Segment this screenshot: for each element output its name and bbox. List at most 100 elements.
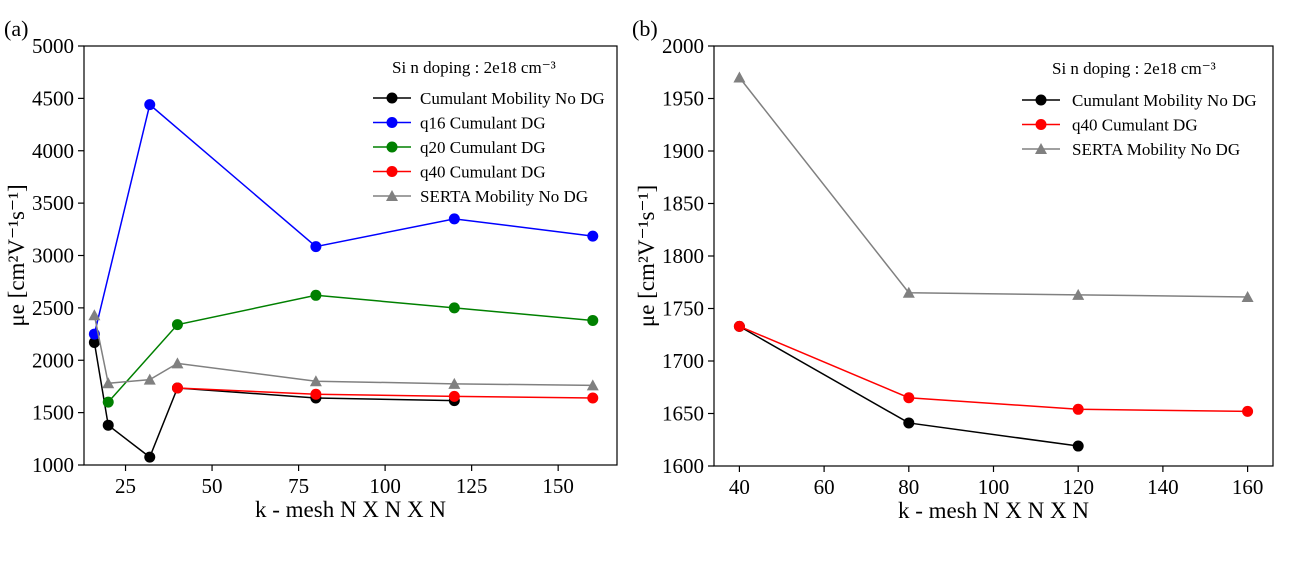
series-line: [93, 315, 593, 387]
data-point: [1241, 290, 1254, 302]
data-point: [1072, 440, 1084, 452]
y-tick-label: 1700: [662, 349, 704, 373]
legend-marker: [1035, 94, 1047, 106]
y-tick-label: 1000: [32, 453, 74, 477]
series-cumulant-mobility-no-dg: [733, 320, 1084, 452]
series-cumulant-mobility-no-dg: [88, 336, 460, 463]
legend-label: q16 Cumulant DG: [420, 114, 546, 133]
chart-panel-b: (b) 1600 1650 1700 1750 1800 1850 1900 1950 2000 4…: [632, 16, 1274, 523]
y-tick-label: 1800: [662, 244, 704, 268]
data-point: [733, 71, 746, 83]
legend-marker: [1035, 119, 1047, 130]
data-point: [448, 302, 460, 314]
data-point: [1072, 288, 1085, 300]
y-tick-label: 5000: [32, 34, 74, 58]
x-tick-label: 160: [1232, 475, 1264, 499]
legend-title: Si n doping : 2e18 cm⁻³: [1052, 59, 1216, 78]
data-point: [143, 373, 156, 385]
data-point: [310, 241, 322, 253]
data-point: [587, 392, 599, 404]
y-tick-label: 1500: [32, 401, 74, 425]
data-point: [586, 379, 599, 391]
legend-label: SERTA Mobility No DG: [420, 187, 588, 206]
data-point: [171, 319, 183, 331]
y-tick-label: 1850: [662, 192, 704, 216]
data-point: [102, 377, 115, 389]
y-axis-label: μe [cm²V⁻¹s⁻¹]: [634, 185, 659, 327]
data-point: [144, 99, 156, 111]
series-q40-cumulant-dg: [171, 382, 599, 404]
data-point: [171, 357, 184, 369]
series-line: [738, 77, 1248, 298]
panel-label: (a): [4, 16, 28, 41]
data-point: [88, 309, 101, 321]
legend-marker: [386, 166, 398, 177]
data-point: [144, 451, 156, 463]
chart-panel-a: (a) 1000 1500 2000 2500 3000 3500 4000 4500 5000 2…: [4, 16, 618, 522]
y-tick-label: 2000: [662, 34, 704, 58]
data-point: [171, 382, 183, 394]
y-tick-label: 1950: [662, 87, 704, 111]
legend-marker: [386, 190, 398, 201]
data-point: [902, 286, 915, 298]
series-line: [177, 387, 593, 399]
data-point: [448, 377, 461, 389]
x-tick-label: 150: [542, 474, 574, 498]
y-tick-label: 4500: [32, 86, 74, 110]
x-tick-label: 100: [978, 475, 1010, 499]
plot-frame: [713, 45, 1274, 467]
series-q16-cumulant-dg: [88, 99, 599, 340]
x-tick-label: 25: [115, 474, 136, 498]
data-point: [903, 417, 915, 429]
data-point: [1242, 405, 1254, 417]
x-axis-label: k - mesh N X N X N: [898, 498, 1089, 523]
data-point: [1072, 403, 1084, 415]
x-tick-label: 50: [202, 474, 223, 498]
data-point: [448, 390, 460, 402]
x-axis-label: k - mesh N X N X N: [255, 497, 446, 522]
legend: Si n doping : 2e18 cm⁻³ Cumulant Mobility…: [1022, 59, 1257, 159]
data-point: [587, 314, 599, 326]
y-tick-label: 1900: [662, 139, 704, 163]
y-axis-label: μe [cm²V⁻¹s⁻¹]: [4, 184, 29, 326]
series-q20-cumulant-dg: [102, 289, 599, 408]
series-serta-mobility-no-dg: [733, 71, 1254, 302]
legend-label: q20 Cumulant DG: [420, 138, 546, 157]
series-line: [93, 342, 455, 459]
y-tick-label: 2500: [32, 296, 74, 320]
legend-title: Si n doping : 2e18 cm⁻³: [392, 58, 556, 77]
y-tick-label: 4000: [32, 139, 74, 163]
data-point: [587, 230, 599, 242]
series-q40-cumulant-dg: [733, 320, 1254, 417]
data-point: [88, 336, 100, 348]
y-tick-label: 1650: [662, 402, 704, 426]
data-point: [903, 392, 915, 404]
y-tick-label: 1750: [662, 297, 704, 321]
data-point: [448, 213, 460, 225]
data-point: [309, 375, 322, 387]
y-tick-label: 1600: [662, 454, 704, 478]
data-point: [310, 388, 322, 400]
y-tick-label: 3000: [32, 244, 74, 268]
x-tick-label: 125: [456, 474, 488, 498]
legend: Si n doping : 2e18 cm⁻³ Cumulant Mobility…: [373, 58, 605, 206]
series-line: [739, 325, 1248, 413]
plot-frame: [83, 45, 618, 466]
x-tick-label: 120: [1062, 475, 1094, 499]
data-point: [733, 320, 745, 332]
legend-label: q40 Cumulant DG: [420, 163, 546, 182]
legend-marker: [386, 92, 398, 104]
data-point: [102, 419, 114, 431]
panel-label: (b): [632, 16, 658, 41]
y-tick-label: 3500: [32, 191, 74, 215]
legend-label: q40 Cumulant DG: [1072, 116, 1198, 135]
legend-marker: [1035, 143, 1047, 154]
x-tick-label: 40: [729, 475, 750, 499]
legend-label: SERTA Mobility No DG: [1072, 140, 1240, 159]
series-serta-mobility-no-dg: [88, 309, 599, 391]
x-tick-label: 100: [369, 474, 401, 498]
data-point: [102, 396, 114, 408]
legend-marker: [386, 141, 398, 153]
x-tick-label: 75: [288, 474, 309, 498]
legend-marker: [386, 117, 398, 128]
